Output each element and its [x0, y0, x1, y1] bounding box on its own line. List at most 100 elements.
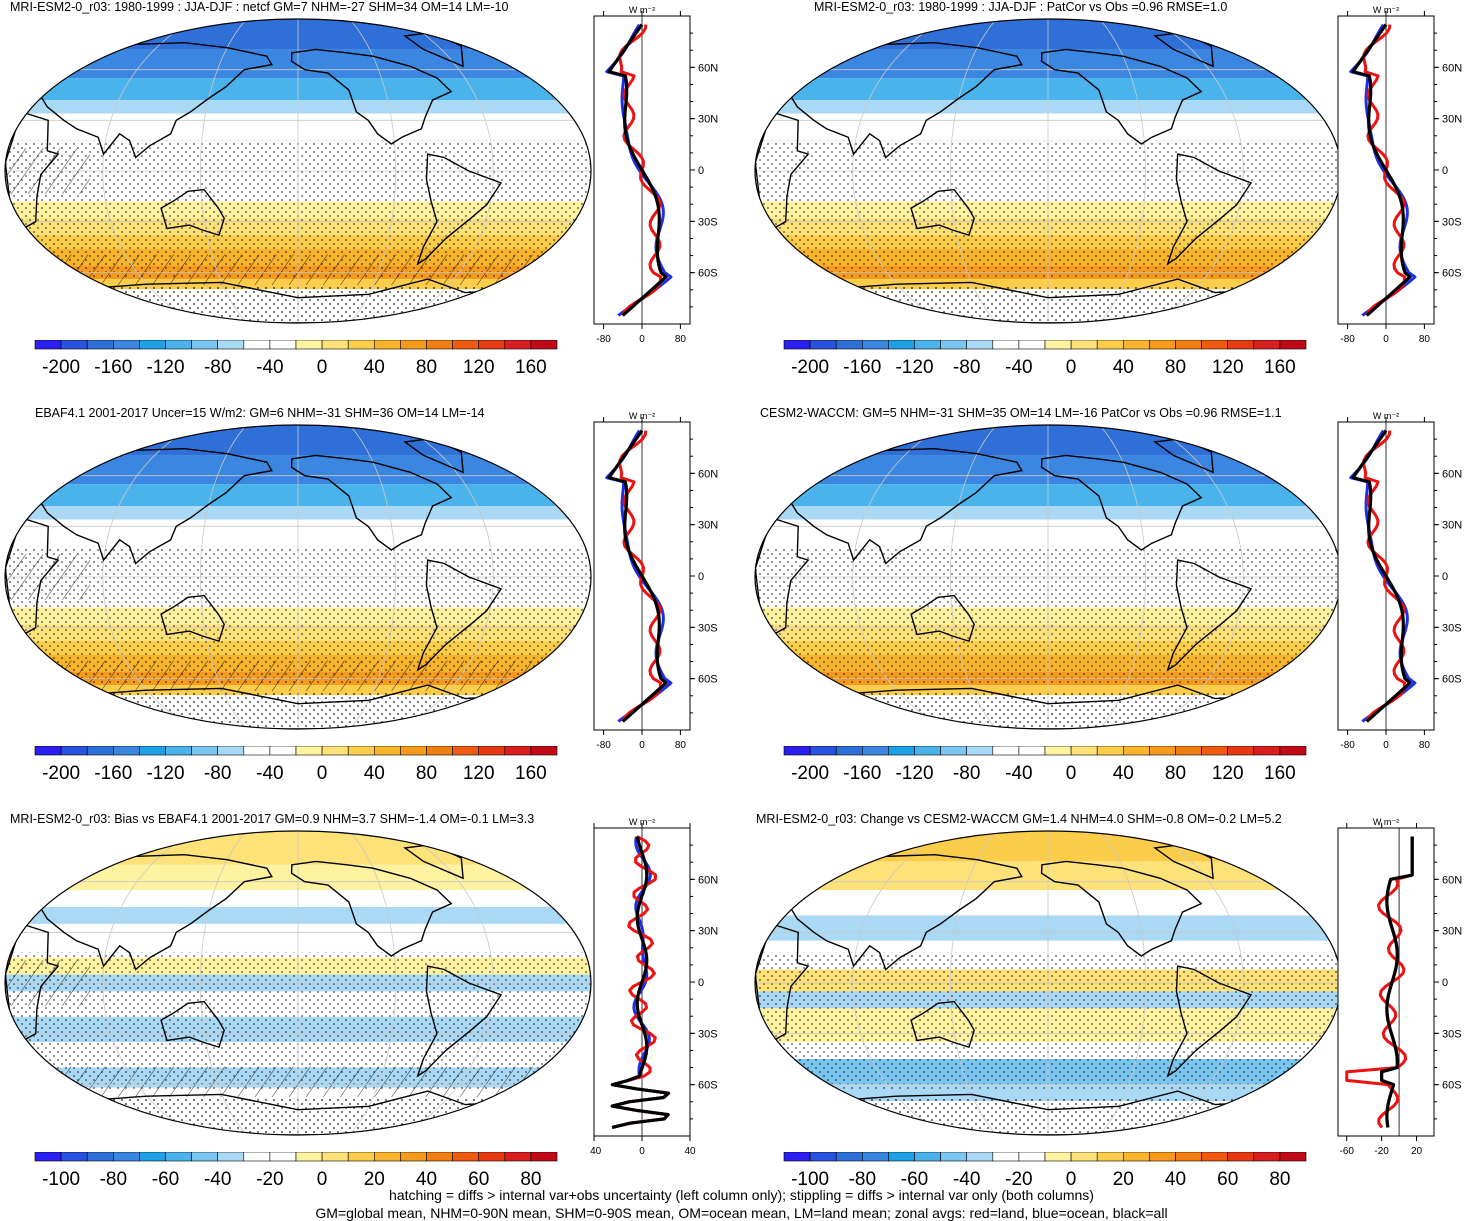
colorbar-swatch: [992, 746, 1020, 756]
colorbar-swatch: [940, 340, 968, 350]
lat-tick-label: 30S: [698, 216, 718, 228]
colorbar-label: 40: [416, 1169, 437, 1190]
colorbar-swatch: [269, 1152, 297, 1162]
colorbar-swatch: [530, 1152, 558, 1162]
colorbar-swatch: [426, 746, 453, 756]
colorbar-swatch: [478, 1152, 506, 1162]
colorbar-label: 80: [1165, 357, 1186, 378]
footer-note-1: hatching = diffs > internal var+obs unce…: [389, 1187, 1094, 1203]
africa-coastline: [5, 923, 60, 1042]
colorbar-swatch: [835, 1152, 863, 1162]
zonal-unit-label: W m⁻²: [629, 5, 655, 15]
zonal-mean-plot: W m⁻² 60N 30N 0 30S 60S -80 0 80: [1337, 5, 1462, 345]
lat-tick-label: 0: [698, 571, 704, 583]
zonal-x-tick-label: -60: [1340, 1146, 1355, 1157]
colorbar-swatch: [1227, 746, 1255, 756]
colorbar-swatch: [504, 1152, 532, 1162]
antarctica-coastline: [75, 684, 519, 729]
colorbar-swatch: [940, 746, 968, 756]
colorbar-label: -100: [42, 1169, 80, 1190]
colorbar-swatch: [34, 746, 62, 756]
world-map: [4, 18, 592, 324]
africa-coastline: [755, 111, 810, 230]
zonal-x-tick-label: -40: [590, 1146, 602, 1157]
colorbar-swatch: [1122, 1152, 1150, 1162]
australia-coastline: [160, 188, 225, 237]
eurasia-coastline: [789, 41, 1023, 159]
panel-6: MRI-ESM2-0_r03: Change vs CESM2-WACCM GM…: [742, 812, 1483, 1217]
south-america-coastline: [1166, 965, 1253, 1078]
colorbar-label: 160: [1264, 763, 1296, 784]
lat-tick-label: 30N: [1442, 926, 1462, 938]
colorbar-swatch: [295, 1152, 323, 1162]
colorbar-swatch: [191, 340, 219, 350]
colorbar-swatch: [452, 1152, 480, 1162]
south-america-coastline: [416, 153, 503, 266]
zonal-mean-plot: W m⁻² 60N 30N 0 30S 60S -40 0 40: [590, 817, 718, 1157]
colorbar-swatch: [1018, 746, 1046, 756]
colorbar-swatch: [809, 340, 837, 350]
colorbar-label: -80: [100, 1169, 127, 1190]
colorbar-label: -160: [843, 763, 881, 784]
lat-tick-label: 60S: [698, 1080, 718, 1092]
lat-tick-label: 30S: [1442, 1028, 1462, 1040]
zonal-mean-plot: W m⁻² 60N 30N 0 30S 60S -80 0 80: [1337, 411, 1462, 751]
colorbar-swatch: [1096, 1152, 1124, 1162]
footer-note-2: GM=global mean, NHM=0-90N mean, SHM=0-90…: [315, 1205, 1168, 1221]
colorbar-label: 40: [364, 763, 385, 784]
colorbar-label: 60: [1217, 1169, 1238, 1190]
colorbar-swatch: [530, 340, 558, 350]
colorbar-label: 0: [317, 357, 328, 378]
eurasia-coastline: [39, 447, 273, 565]
north-america-coastline: [290, 48, 453, 145]
colorbar-label: 160: [515, 357, 547, 378]
zonal-mean-plot: W m⁻² 60N 30N 0 30S 60S -80 0 80: [593, 411, 718, 751]
colorbar-swatch: [426, 1152, 453, 1162]
colorbar-swatch: [1149, 340, 1176, 350]
colorbar-swatch: [914, 1152, 941, 1162]
colorbar-swatch: [835, 746, 863, 756]
colorbar-swatch: [139, 340, 166, 350]
zonal-unit-label: W m⁻²: [629, 817, 655, 827]
eurasia-coastline: [39, 41, 273, 159]
colorbar-swatch: [1253, 746, 1281, 756]
world-map: [754, 424, 1342, 730]
africa-coastline: [755, 923, 810, 1042]
colorbar-swatch: [1175, 340, 1202, 350]
zonal-x-tick-label: 80: [1419, 334, 1431, 345]
zonal-mean-plot: W m⁻² 60N 30N 0 30S 60S -60 -20 20: [1337, 817, 1462, 1157]
colorbar-swatch: [400, 1152, 427, 1162]
colorbar-label: 40: [1113, 357, 1134, 378]
colorbar-swatch: [165, 1152, 192, 1162]
colorbar-label: 80: [416, 357, 437, 378]
colorbar-label: 60: [468, 1169, 489, 1190]
colorbar-label: 0: [1066, 763, 1077, 784]
colorbar-swatch: [243, 340, 271, 350]
colorbar-label: -40: [1005, 357, 1032, 378]
colorbar-swatch: [321, 746, 349, 756]
colorbar: -100-80-60-40-20020406080100: [34, 1152, 558, 1190]
colorbar-swatch: [400, 746, 427, 756]
colorbar-swatch: [347, 1152, 375, 1162]
colorbar-swatch: [862, 1152, 889, 1162]
lat-tick-label: 0: [698, 165, 704, 177]
colorbar-swatch: [992, 1152, 1020, 1162]
lat-tick-label: 30N: [1442, 520, 1462, 532]
lat-tick-label: 30N: [698, 114, 718, 126]
colorbar-label: -160: [94, 357, 132, 378]
colorbar-swatch: [1122, 746, 1150, 756]
colorbar-swatch: [1227, 1152, 1255, 1162]
zonal-all-line: [1351, 23, 1412, 317]
zonal-x-tick-label: 40: [684, 1146, 696, 1157]
colorbar-swatch: [783, 1152, 811, 1162]
zonal-all-line: [607, 429, 668, 723]
zonal-x-tick-label: 20: [1411, 1146, 1423, 1157]
colorbar-label: 20: [1113, 1169, 1134, 1190]
zonal-x-tick-label: -80: [1340, 740, 1355, 751]
antarctica-coastline: [825, 278, 1269, 323]
colorbar-label: -200: [791, 763, 829, 784]
colorbar-swatch: [835, 340, 863, 350]
colorbar-swatch: [217, 746, 245, 756]
lat-tick-label: 60N: [1442, 874, 1462, 886]
lat-tick-label: 60N: [1442, 468, 1462, 480]
